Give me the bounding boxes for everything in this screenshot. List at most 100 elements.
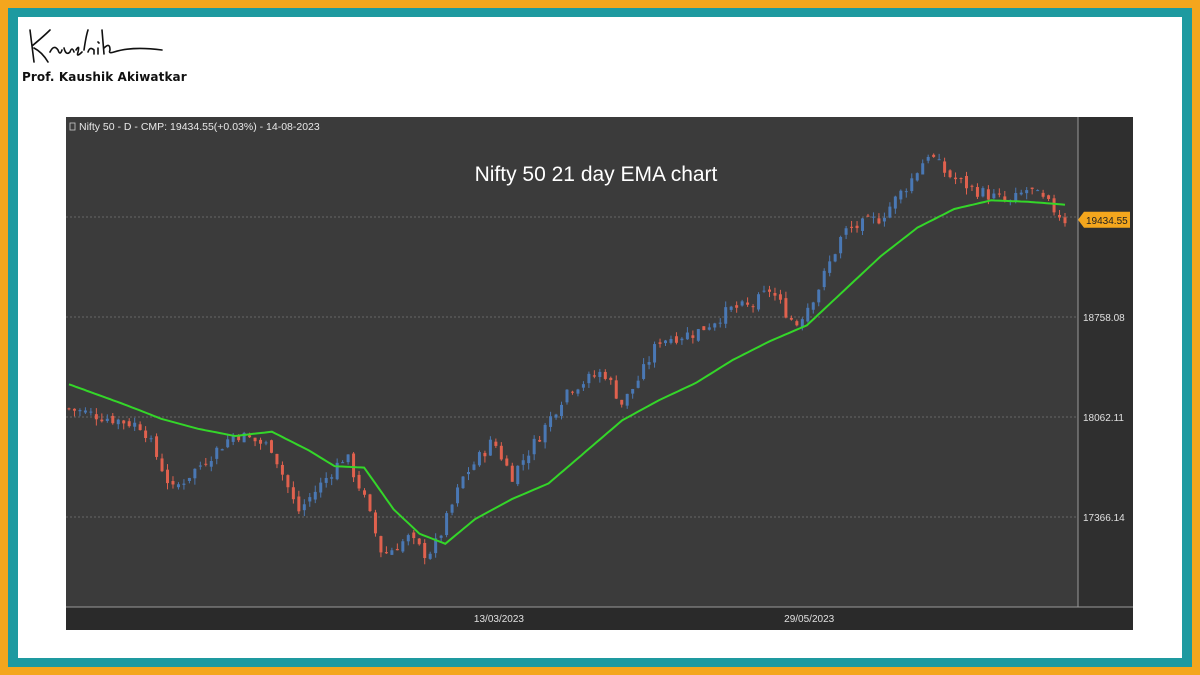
candle-body [855, 225, 859, 229]
x-tick-label: 13/03/2023 [474, 614, 524, 625]
candle-body [302, 504, 306, 511]
candle-body [959, 178, 963, 180]
candle-body [614, 380, 618, 399]
candle-body [1047, 195, 1051, 199]
candle-body [193, 468, 197, 479]
candle-body [789, 317, 793, 320]
candle-body [248, 435, 252, 438]
candle-body [423, 542, 427, 559]
candle-body [286, 475, 290, 488]
y-tick-label: 18758.08 [1083, 313, 1125, 324]
candle-body [560, 404, 564, 416]
candle-body [773, 292, 777, 296]
last-price-label: 19434.55 [1086, 216, 1128, 227]
candle-body [494, 441, 498, 446]
candle-body [363, 490, 367, 495]
candle-body [888, 206, 892, 218]
candle-body [94, 414, 98, 420]
candle-body [1003, 196, 1007, 201]
candle-body [543, 424, 547, 443]
candle-body [592, 375, 596, 377]
candle-body [521, 460, 525, 465]
candle-body [450, 504, 454, 513]
candle-body [324, 477, 328, 483]
candle-body [915, 173, 919, 181]
candle-body [1030, 187, 1034, 189]
candle-body [954, 177, 958, 180]
candle-body [811, 302, 815, 310]
candlestick-chart: 19454.0518758.0818062.1117366.1413/03/20… [66, 117, 1133, 630]
candle-body [149, 438, 153, 440]
candle-body [133, 422, 137, 427]
candle-body [488, 439, 492, 456]
candle-body [237, 435, 241, 441]
candle-body [116, 419, 120, 425]
candle-body [439, 535, 443, 538]
plot-area [66, 117, 1078, 607]
candle-body [735, 305, 739, 308]
candle-body [428, 553, 432, 559]
candle-body [220, 449, 224, 451]
candle-body [674, 336, 678, 343]
candle-body [253, 437, 257, 442]
candle-body [642, 364, 646, 379]
candle-body [992, 193, 996, 199]
last-price-tag [1078, 211, 1130, 228]
candle-body [631, 389, 635, 394]
candle-body [1025, 190, 1029, 194]
candle-body [390, 550, 394, 555]
candle-body [499, 445, 503, 460]
candle-body [970, 185, 974, 187]
candle-body [144, 430, 148, 439]
candle-body [724, 307, 728, 324]
candle-body [461, 476, 465, 489]
candle-body [964, 176, 968, 189]
candle-body [549, 416, 553, 427]
candle-body [850, 226, 854, 228]
candle-body [335, 462, 339, 480]
y-axis-panel [1078, 117, 1133, 630]
author-name: Prof. Kaushik Akiwatkar [22, 70, 187, 84]
candle-body [948, 170, 952, 178]
candle-body [800, 319, 804, 328]
candle-body [1036, 190, 1040, 192]
candle-body [357, 474, 361, 489]
y-tick-label: 17366.14 [1083, 513, 1125, 524]
candle-body [844, 228, 848, 235]
candle-body [893, 196, 897, 209]
candle-body [570, 391, 574, 393]
candle-body [729, 306, 733, 310]
candle-body [434, 538, 438, 554]
candle-body [795, 321, 799, 326]
candle-body [1014, 192, 1018, 201]
candle-body [691, 335, 695, 338]
candle-body [986, 189, 990, 200]
candle-body [166, 469, 170, 484]
candle-body [78, 410, 82, 412]
x-tick-label: 29/05/2023 [784, 614, 834, 625]
candle-body [921, 163, 925, 175]
candle-body [466, 471, 470, 475]
candle-body [122, 420, 126, 424]
candle-body [171, 481, 175, 485]
candle-body [1058, 214, 1062, 218]
square-icon [69, 122, 76, 131]
candle-body [751, 306, 755, 308]
candle-body [187, 477, 191, 482]
candle-body [417, 538, 421, 545]
candle-body [198, 465, 202, 467]
y-tick-label: 18062.11 [1083, 413, 1124, 424]
candle-body [516, 465, 520, 485]
candle-body [904, 191, 908, 193]
candle-body [160, 458, 164, 472]
ema-line [68, 199, 1066, 545]
candle-body [111, 415, 115, 424]
candle-body [341, 462, 345, 464]
candle-body [839, 236, 843, 254]
candle-body [746, 302, 750, 305]
candle-body [1052, 198, 1056, 213]
candle-body [330, 477, 334, 479]
candle-body [910, 178, 914, 192]
candle-body [527, 455, 531, 464]
candle-body [215, 447, 219, 459]
